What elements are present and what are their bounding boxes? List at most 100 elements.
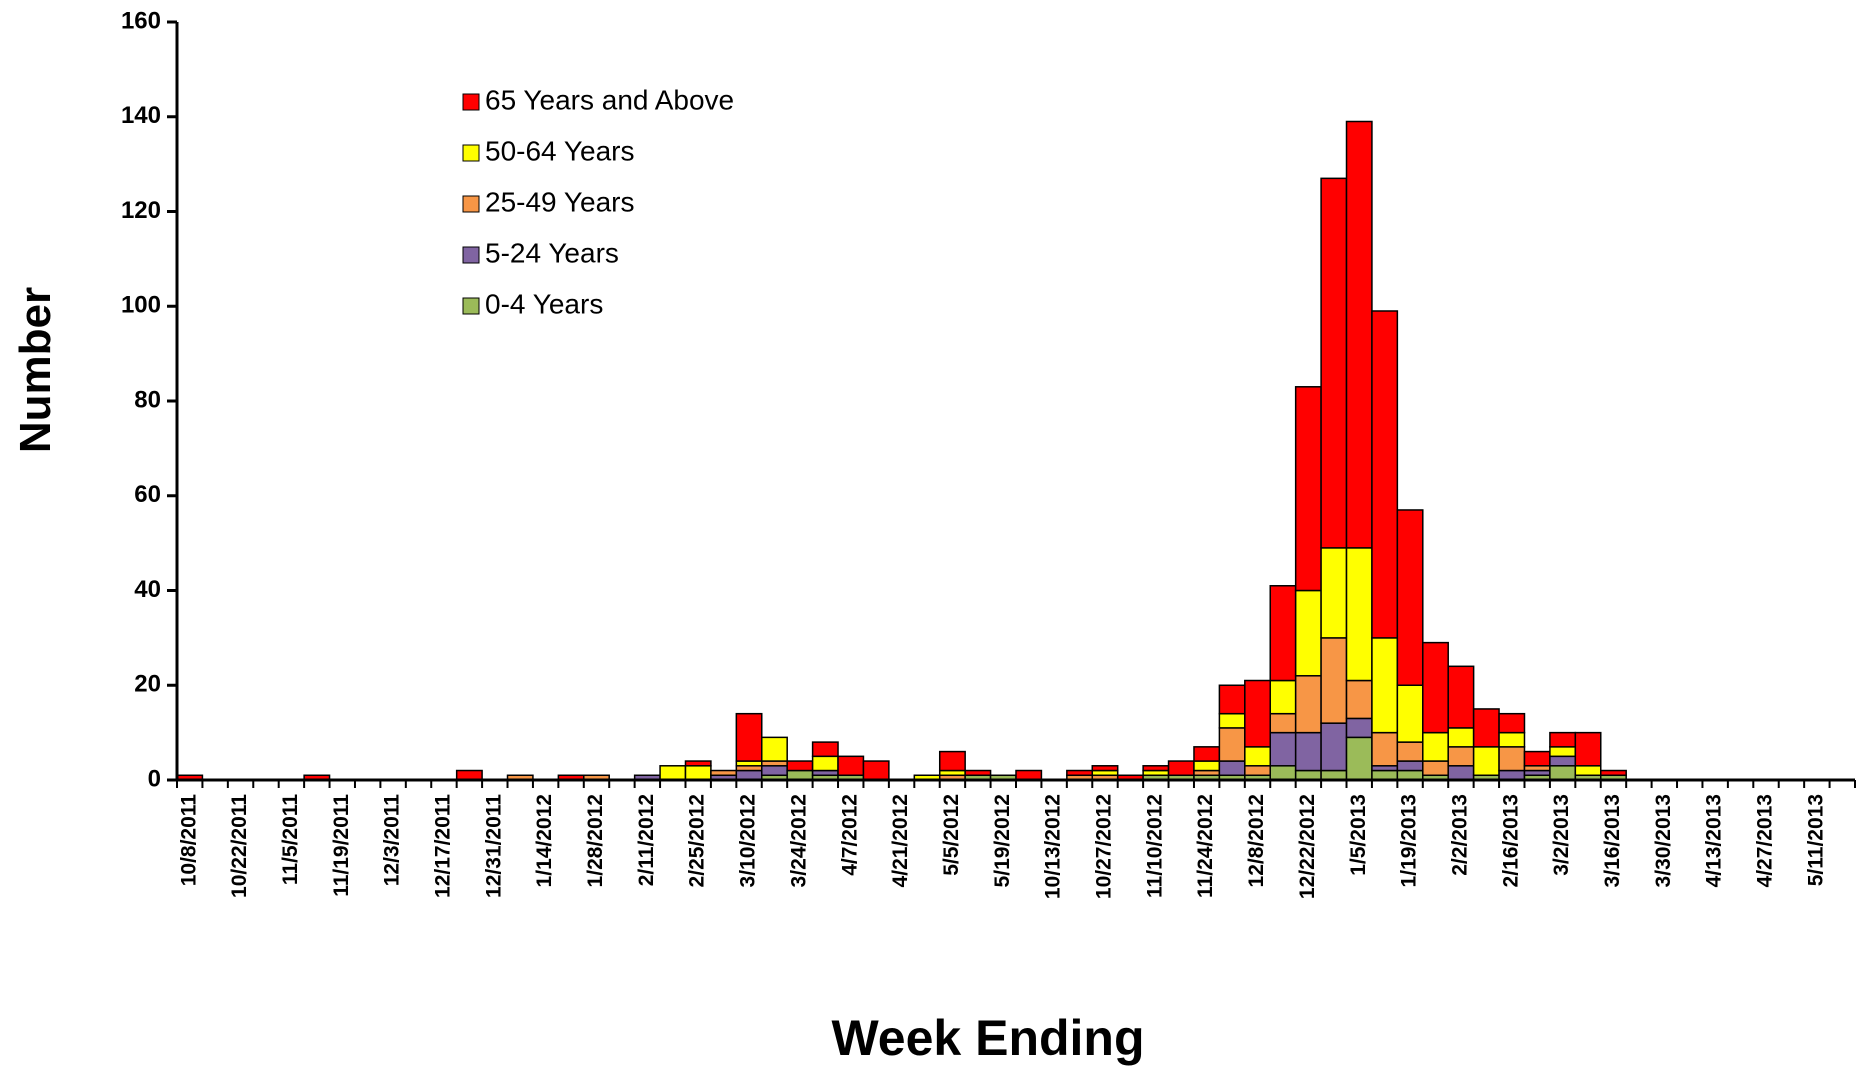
bar-segment bbox=[684, 760, 712, 767]
bar-segment bbox=[1396, 760, 1424, 772]
bar-segment bbox=[1218, 684, 1246, 715]
y-tick-label: 100 bbox=[121, 292, 161, 319]
x-tick-label: 2/2/2013 bbox=[1448, 794, 1471, 876]
y-tick-label: 20 bbox=[134, 671, 161, 698]
y-tick-label: 80 bbox=[134, 386, 161, 413]
bar-segment bbox=[1320, 547, 1348, 639]
x-tick-label: 5/19/2012 bbox=[991, 794, 1014, 887]
legend-swatch bbox=[462, 195, 480, 213]
legend-label: 65 Years and Above bbox=[485, 84, 734, 115]
x-tick-label: 11/5/2011 bbox=[279, 794, 302, 885]
x-tick-label: 12/31/2011 bbox=[482, 794, 505, 898]
bar-segment bbox=[1345, 736, 1373, 781]
bar-segment bbox=[1167, 760, 1195, 777]
x-tick-label: 4/13/2013 bbox=[1703, 794, 1726, 887]
bar-segment bbox=[1244, 746, 1271, 767]
bar-segment bbox=[1066, 769, 1094, 777]
bar-segment bbox=[1396, 509, 1424, 686]
x-tick-label: 10/13/2012 bbox=[1042, 794, 1065, 899]
x-tick-label: 5/5/2012 bbox=[940, 794, 963, 876]
x-tick-label: 4/7/2012 bbox=[838, 794, 861, 876]
legend-swatch bbox=[462, 93, 480, 111]
x-tick-label: 3/2/2013 bbox=[1550, 794, 1573, 876]
bar-segment bbox=[1345, 679, 1373, 720]
x-tick-label: 3/16/2013 bbox=[1601, 794, 1624, 887]
bar-segment bbox=[837, 755, 865, 777]
bar-segment bbox=[761, 736, 788, 762]
x-tick-label: 4/21/2012 bbox=[889, 794, 912, 887]
y-tick-label: 0 bbox=[148, 765, 161, 792]
bar-segment bbox=[1422, 760, 1449, 777]
bar-segment bbox=[786, 760, 814, 772]
bar-segment bbox=[1498, 746, 1526, 772]
y-tick-label: 40 bbox=[134, 576, 161, 603]
bar-segment bbox=[811, 755, 839, 772]
bar-segment bbox=[1320, 177, 1348, 549]
bar-segment bbox=[1091, 765, 1119, 772]
x-tick-label: 11/24/2012 bbox=[1194, 794, 1217, 898]
bar-segment bbox=[1472, 708, 1500, 748]
bar-segment bbox=[1244, 765, 1271, 777]
bar-segment bbox=[1422, 731, 1449, 762]
bar-segment bbox=[1218, 727, 1246, 762]
x-tick-label: 11/19/2011 bbox=[330, 794, 353, 897]
y-tick-label: 140 bbox=[121, 102, 161, 129]
y-tick-label: 60 bbox=[134, 481, 161, 508]
bar-segment bbox=[1269, 679, 1297, 715]
legend-swatch bbox=[462, 246, 480, 264]
bar-segment bbox=[1345, 547, 1373, 682]
x-tick-label: 5/11/2013 bbox=[1804, 794, 1827, 886]
x-tick-label: 2/11/2012 bbox=[635, 794, 658, 886]
x-tick-label: 2/16/2013 bbox=[1499, 794, 1522, 887]
bar-segment bbox=[1218, 760, 1246, 777]
legend-swatch bbox=[462, 297, 480, 315]
legend-swatch bbox=[462, 144, 480, 162]
legend-label: 5-24 Years bbox=[485, 237, 619, 268]
bar-segment bbox=[938, 750, 966, 772]
bar-segment bbox=[1294, 675, 1322, 734]
bar-segment bbox=[1549, 731, 1577, 748]
bar-segment bbox=[1549, 755, 1577, 767]
bar-segment bbox=[1574, 765, 1602, 777]
bar-segment bbox=[761, 765, 788, 777]
bar-segment bbox=[1447, 746, 1475, 767]
bar-segment bbox=[1294, 589, 1322, 677]
bar-segment bbox=[964, 769, 992, 777]
bar-segment bbox=[1447, 765, 1475, 781]
bar-segment bbox=[811, 741, 839, 758]
bar-segment bbox=[1345, 120, 1373, 549]
bar-segment bbox=[1498, 731, 1526, 748]
x-tick-label: 12/8/2012 bbox=[1245, 794, 1268, 887]
x-tick-label: 3/24/2012 bbox=[787, 794, 810, 887]
x-tick-label: 12/17/2011 bbox=[432, 794, 455, 898]
bar-segment bbox=[1269, 585, 1297, 682]
bar-segment bbox=[1574, 731, 1602, 767]
x-tick-label: 12/3/2011 bbox=[381, 794, 404, 887]
x-tick-label: 11/10/2012 bbox=[1143, 794, 1166, 898]
x-tick-label: 1/28/2012 bbox=[584, 794, 607, 887]
bar-segment bbox=[1269, 731, 1297, 767]
x-tick-label: 1/19/2013 bbox=[1398, 794, 1421, 887]
x-tick-label: 3/30/2013 bbox=[1652, 794, 1675, 887]
bar-segment bbox=[1371, 310, 1399, 639]
legend-label: 50-64 Years bbox=[485, 135, 634, 166]
bar-segment bbox=[1218, 712, 1246, 729]
bar-segment bbox=[1549, 765, 1577, 781]
bar-segment bbox=[710, 769, 738, 777]
bar-segment bbox=[1244, 679, 1271, 748]
bar-segment bbox=[1320, 722, 1348, 772]
bar-segment bbox=[1371, 637, 1399, 734]
bar-segment bbox=[1472, 746, 1500, 777]
x-tick-label: 10/22/2011 bbox=[228, 794, 251, 898]
bar-segment bbox=[1269, 765, 1297, 781]
x-tick-label: 3/10/2012 bbox=[737, 794, 760, 887]
bar-segment bbox=[1447, 665, 1475, 729]
x-tick-label: 12/22/2012 bbox=[1296, 794, 1319, 899]
bar-segment bbox=[1447, 727, 1475, 748]
y-tick-label: 120 bbox=[121, 197, 161, 224]
y-axis-title: Number bbox=[11, 287, 60, 453]
bar-segment bbox=[1193, 760, 1221, 772]
bar-segment bbox=[1294, 386, 1322, 592]
legend-label: 25-49 Years bbox=[485, 186, 634, 217]
